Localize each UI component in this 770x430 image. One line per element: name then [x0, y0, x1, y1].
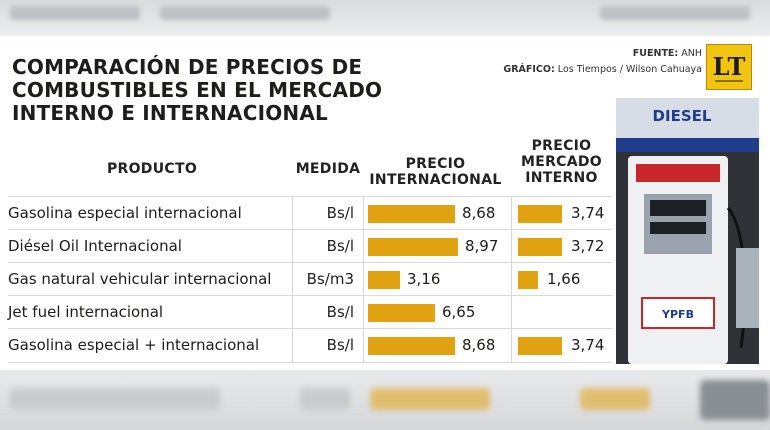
product-name: Gas natural vehicular internacional	[8, 270, 272, 288]
product-name: Gasolina especial internacional	[8, 204, 242, 222]
header-internal-line2: MERCADO	[520, 154, 602, 170]
graphic-line: GRÁFICO: Los Tiempos / Wilson Cahuaya	[503, 62, 702, 78]
blurred-background-bottom	[0, 370, 770, 430]
intl-price-value: 3,16	[407, 270, 441, 288]
product-name: Jet fuel internacional	[8, 303, 164, 321]
header-intl-price: PRECIO INTERNACIONAL	[363, 156, 508, 188]
internal-price-bar	[518, 238, 562, 256]
header-internal-line1: PRECIO	[531, 138, 592, 154]
source-label: FUENTE:	[632, 48, 679, 59]
internal-price-cell: 1,66	[511, 263, 613, 296]
graphic-label: GRÁFICO:	[503, 64, 555, 75]
internal-price-bar	[518, 271, 538, 289]
internal-price-cell: 3,72	[511, 230, 613, 263]
table-row: Gasolina especial internacional Bs/l 8,68 3…	[8, 196, 612, 230]
product-name: Diésel Oil Internacional	[8, 237, 182, 255]
intl-price-value: 8,68	[462, 204, 496, 222]
fuel-pump-photo: DIESEL YPFB	[616, 98, 759, 364]
product-unit: Bs/l	[292, 230, 360, 263]
header-internal-price: PRECIO MERCADO INTERNO	[511, 138, 612, 186]
los-tiempos-logo: LT	[706, 44, 752, 90]
table-row: Gas natural vehicular internacional Bs/m3…	[8, 262, 612, 296]
product-unit: Bs/l	[292, 197, 360, 230]
internal-price-value: 3,74	[571, 336, 605, 354]
source-line: FUENTE: ANH	[503, 46, 702, 62]
intl-price-bar	[368, 304, 435, 322]
internal-price-cell	[511, 296, 613, 329]
logo-text: LT	[713, 52, 746, 81]
internal-price-bar	[518, 337, 562, 355]
header-unit: MEDIDA	[295, 161, 361, 177]
product-unit: Bs/l	[292, 296, 360, 329]
blurred-background-top	[0, 0, 770, 36]
credits: FUENTE: ANH GRÁFICO: Los Tiempos / Wilso…	[503, 46, 702, 78]
photo-brand-text: YPFB	[661, 308, 694, 321]
header-product: PRODUCTO	[106, 161, 198, 177]
internal-price-value: 1,66	[547, 270, 581, 288]
intl-price-cell: 8,68	[363, 329, 509, 362]
internal-price-value: 3,74	[571, 204, 605, 222]
infographic-title: COMPARACIÓN DE PRECIOS DE COMBUSTIBLES E…	[12, 55, 383, 125]
intl-price-value: 8,97	[465, 237, 499, 255]
header-intl-line1: PRECIO	[405, 156, 466, 172]
intl-price-cell: 6,65	[363, 296, 509, 329]
intl-price-cell: 8,68	[363, 197, 509, 230]
table-row: Gasolina especial + internacional Bs/l 8,6…	[8, 328, 612, 363]
header-intl-line2: INTERNACIONAL	[369, 172, 502, 188]
intl-price-bar	[368, 271, 400, 289]
internal-price-value: 3,72	[571, 237, 605, 255]
product-unit: Bs/l	[292, 329, 360, 362]
header-internal-line3: INTERNO	[525, 170, 598, 186]
internal-price-cell: 3,74	[511, 197, 613, 230]
graphic-value: Los Tiempos / Wilson Cahuaya	[557, 64, 702, 75]
intl-price-value: 6,65	[442, 303, 476, 321]
internal-price-cell: 3,74	[511, 329, 613, 362]
internal-price-bar	[518, 205, 562, 223]
intl-price-bar	[368, 337, 455, 355]
table-row: Jet fuel internacional Bs/l 6,65	[8, 295, 612, 329]
table-row: Diésel Oil Internacional Bs/l 8,97 3,72	[8, 229, 612, 263]
photo-sign-text: DIESEL	[653, 107, 712, 125]
product-name: Gasolina especial + internacional	[8, 336, 260, 354]
product-unit: Bs/m3	[292, 263, 360, 296]
source-value: ANH	[681, 48, 702, 59]
intl-price-cell: 3,16	[363, 263, 509, 296]
intl-price-bar	[368, 205, 455, 223]
intl-price-cell: 8,97	[363, 230, 509, 263]
intl-price-bar	[368, 238, 458, 256]
intl-price-value: 8,68	[462, 336, 496, 354]
